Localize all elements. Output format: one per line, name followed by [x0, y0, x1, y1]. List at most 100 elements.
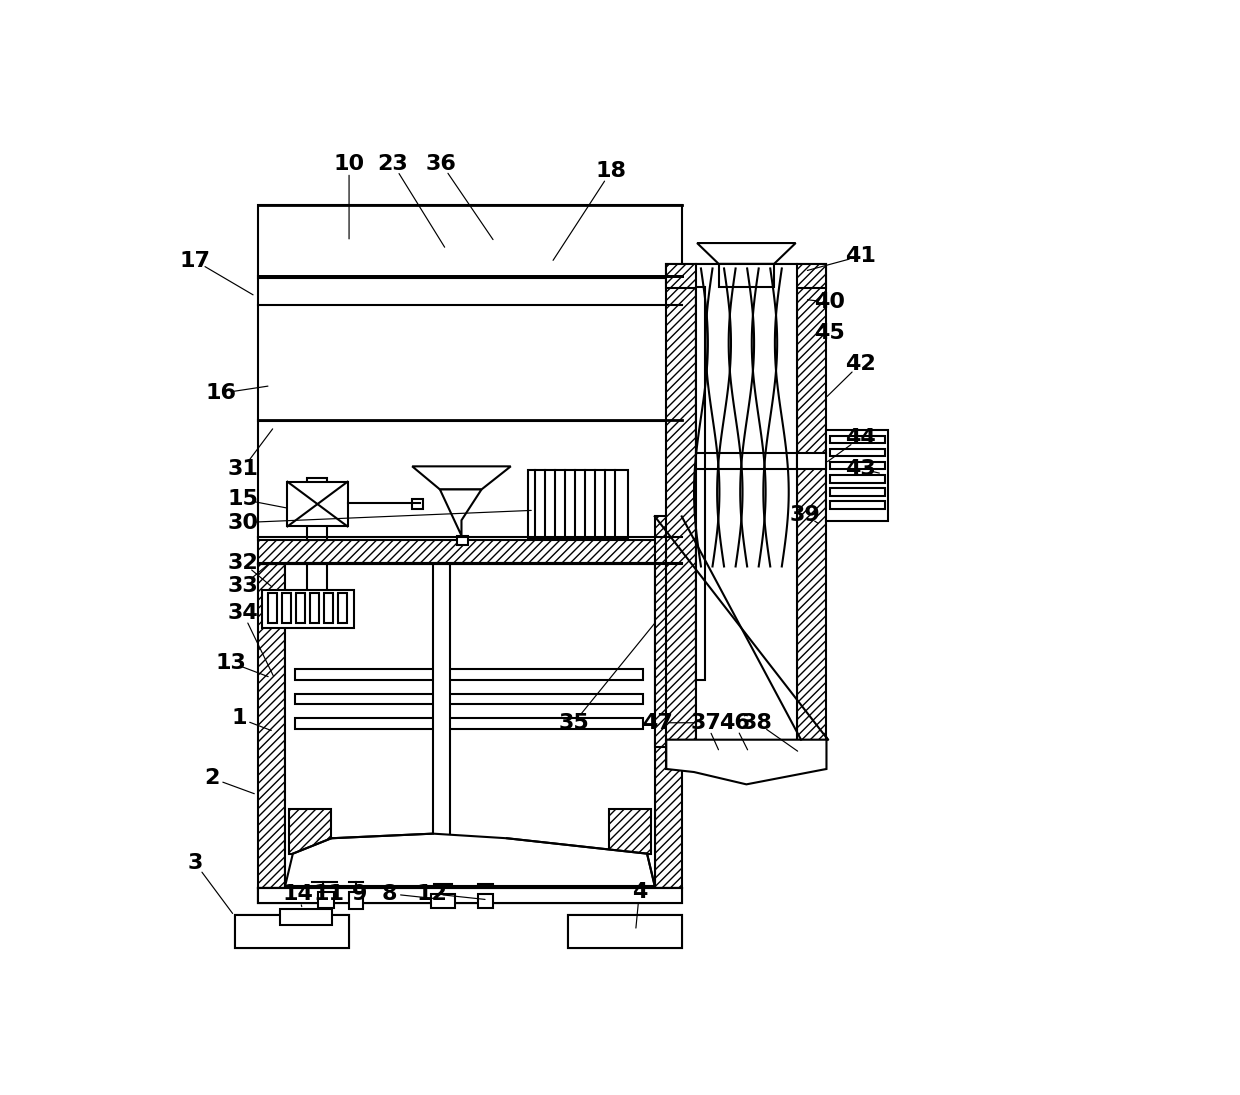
Bar [655, 517, 682, 748]
Polygon shape [412, 466, 511, 489]
Text: 23: 23 [377, 153, 408, 174]
Bar [666, 264, 826, 288]
Text: 8: 8 [382, 884, 397, 903]
Text: 46: 46 [719, 713, 749, 733]
Bar [258, 276, 682, 420]
Bar [268, 593, 278, 623]
Text: 14: 14 [283, 884, 314, 903]
Bar [456, 535, 467, 545]
Bar [306, 564, 326, 618]
Bar [334, 243, 366, 258]
Bar [719, 264, 774, 287]
Bar [345, 215, 355, 228]
Bar [337, 593, 347, 623]
Text: 16: 16 [206, 383, 237, 403]
Bar [830, 449, 885, 457]
Text: 3: 3 [187, 853, 203, 873]
Bar [666, 740, 826, 769]
Bar [306, 477, 326, 540]
Polygon shape [440, 489, 481, 535]
Text: 2: 2 [205, 769, 219, 788]
Bar [666, 264, 696, 740]
Bar [258, 888, 658, 903]
Bar [258, 888, 682, 903]
Text: 4: 4 [631, 883, 647, 902]
Bar [350, 892, 363, 909]
Bar [258, 420, 682, 540]
Bar [609, 809, 651, 854]
Text: 36: 36 [427, 153, 456, 174]
Text: 45: 45 [815, 323, 844, 343]
Bar [324, 593, 332, 623]
Bar [262, 589, 355, 629]
Text: 30: 30 [227, 512, 258, 532]
Bar [696, 264, 797, 764]
Polygon shape [666, 740, 826, 784]
Bar [830, 488, 885, 496]
Bar [528, 470, 627, 538]
Text: 32: 32 [227, 553, 258, 573]
Text: 43: 43 [844, 459, 875, 479]
Bar [288, 482, 347, 527]
Bar [295, 693, 644, 704]
Bar [830, 436, 885, 443]
Bar [280, 909, 332, 924]
Bar [826, 430, 888, 521]
Bar [296, 593, 305, 623]
Text: 10: 10 [334, 153, 365, 174]
Bar [258, 538, 682, 564]
Bar [236, 915, 350, 947]
Bar [310, 593, 319, 623]
Text: 44: 44 [844, 428, 875, 448]
Bar [830, 475, 885, 483]
Bar [490, 228, 506, 243]
Text: 39: 39 [790, 505, 821, 525]
Bar [281, 593, 291, 623]
Bar [335, 258, 365, 265]
Bar [481, 243, 513, 258]
Bar [341, 228, 358, 243]
Bar [830, 462, 885, 470]
Bar [655, 564, 682, 888]
Bar [433, 233, 450, 886]
Text: 11: 11 [314, 884, 345, 903]
Text: 42: 42 [844, 354, 875, 373]
Polygon shape [697, 243, 796, 264]
Text: 34: 34 [227, 602, 258, 623]
Bar [696, 287, 704, 680]
Bar [797, 264, 826, 740]
Polygon shape [285, 833, 655, 888]
Text: 9: 9 [352, 884, 367, 903]
Text: 18: 18 [595, 161, 626, 182]
Text: 35: 35 [558, 713, 589, 733]
Bar [289, 809, 331, 854]
Bar [236, 915, 350, 947]
Bar [830, 502, 885, 509]
Bar [568, 915, 682, 947]
Text: 40: 40 [813, 292, 844, 312]
Text: 17: 17 [180, 251, 211, 270]
Bar [258, 564, 285, 888]
Bar [285, 563, 655, 886]
Bar [258, 888, 682, 903]
Bar [258, 205, 682, 278]
Text: 41: 41 [844, 246, 875, 266]
Bar [412, 498, 423, 509]
Text: 1: 1 [231, 708, 247, 728]
Bar [295, 718, 644, 729]
Text: 12: 12 [415, 884, 446, 903]
Bar [319, 892, 334, 908]
Bar [568, 915, 682, 947]
Bar [494, 215, 502, 228]
Text: 31: 31 [227, 459, 258, 479]
Text: 33: 33 [227, 576, 258, 596]
Text: 37: 37 [691, 713, 722, 733]
Text: 13: 13 [216, 653, 247, 672]
Text: 47: 47 [641, 713, 672, 733]
Bar [432, 894, 455, 908]
Bar [295, 669, 644, 680]
Bar [477, 894, 494, 908]
Polygon shape [655, 517, 828, 740]
Bar [797, 453, 826, 469]
Text: 15: 15 [227, 489, 258, 509]
